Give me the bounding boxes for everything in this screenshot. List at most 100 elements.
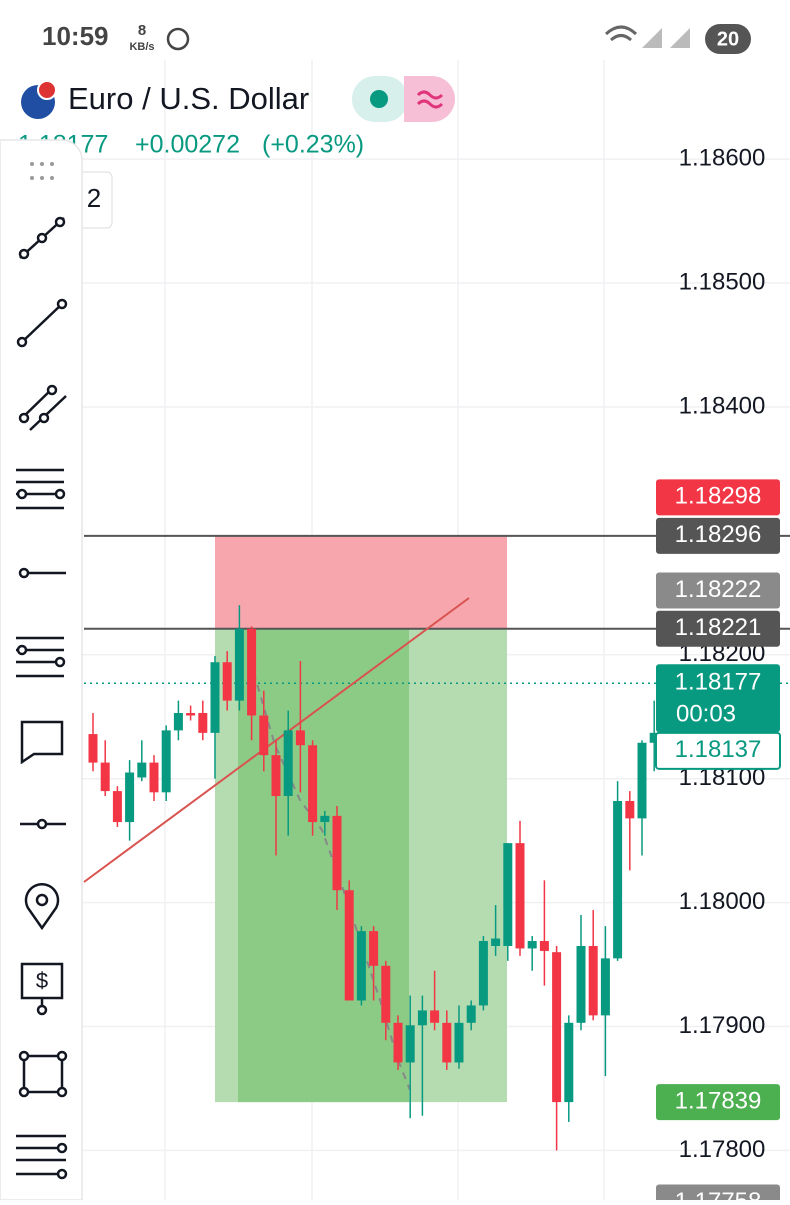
price-badge-label: 1.18296 [675,521,762,548]
trend-line-tool[interactable] [36,232,48,244]
trend-line-tool[interactable] [54,216,66,228]
lines-tool[interactable] [16,1134,66,1176]
price-badge [655,731,781,770]
trend-line-tool[interactable] [18,216,66,260]
stop-zone [215,535,507,629]
candle-body [295,730,305,746]
pin-tool[interactable] [35,893,49,907]
delay-badge[interactable] [404,76,455,122]
lines-tool[interactable] [56,1168,68,1180]
fb-icon [166,27,190,51]
rectangle-tool[interactable] [56,1050,68,1062]
symbol-name[interactable]: Euro / U.S. Dollar [68,81,309,116]
price-line-tool[interactable] [20,818,66,830]
rectangle-tool[interactable] [18,1050,30,1062]
horizontal-ray-tool[interactable] [18,567,30,579]
toolbar-panel [0,139,83,1201]
fib-channel-tool[interactable] [16,636,64,678]
fib-tool[interactable] [16,468,64,510]
price-line-tool[interactable] [36,818,48,830]
candle-body [417,1010,427,1026]
net-unit: KB/s [129,41,154,53]
candle-body [430,1010,440,1023]
clock: 10:59 [42,21,109,51]
price-badge [656,664,780,733]
lines-tool[interactable] [16,1134,68,1180]
status-bar: 10:59 8 KB/s 20 [42,21,751,54]
candle-body [478,941,488,1006]
wifi-icon [604,25,638,42]
fib-tool[interactable] [54,488,66,500]
ray-tool[interactable] [56,298,68,310]
trend-line-tool[interactable] [18,248,30,260]
callout-tool[interactable] [20,720,64,765]
rectangle-tool[interactable] [22,1054,64,1094]
rectangle-tool[interactable] [56,1086,68,1098]
rectangle-tool[interactable] [18,1050,68,1098]
candle-body [405,1025,415,1063]
candle-body [137,762,147,778]
delay-icon [416,90,444,109]
candle-body [503,843,513,946]
candle-body [637,742,647,819]
candle-body [466,1005,476,1023]
price-note-tool[interactable]: $ [20,962,64,1016]
net-speed: 8 [138,22,146,39]
price-badge [656,517,780,554]
callout-tool[interactable] [20,720,64,765]
candle-body [527,941,537,949]
ray-tool[interactable] [16,298,68,348]
horizontal-ray-tool[interactable] [18,567,66,579]
pin-tool[interactable] [24,883,60,931]
candle-body [247,628,257,716]
candle-body [332,815,342,891]
price-badge-label: 1.18137 [675,736,762,763]
price-badge [656,479,780,516]
fib-channel-tool[interactable] [54,656,66,668]
y-tick-label: 1.18500 [679,268,766,295]
toolbar-handle[interactable] [30,176,34,180]
toolbar-handle[interactable] [30,162,54,180]
fib-tool[interactable] [16,488,28,500]
fib-channel-tool[interactable] [16,644,28,656]
parallel-channel-tool[interactable] [18,412,30,424]
candle-body [320,815,330,823]
price-badge-label: 1.18222 [675,576,762,603]
price-badge [656,610,780,647]
rectangle-tool[interactable] [18,1086,30,1098]
candle-body [161,730,171,793]
price-change-percent: (+0.23%) [262,131,364,159]
signal-icon [642,28,690,48]
price-badge-label: 1.18177 [675,669,762,696]
price-badge-label: 1.18221 [675,614,762,641]
battery-level: 20 [717,28,739,50]
chart: 1.186001.185001.184001.182001.181001.180… [0,60,790,1205]
toolbar-handle[interactable] [50,162,54,166]
price-change: +0.00272 [135,131,240,159]
toolbar-handle[interactable] [40,162,44,166]
price-note-tool[interactable]: $ [36,968,48,993]
parallel-channel-tool[interactable] [18,384,67,431]
candle-body [271,755,281,797]
toolbar-handle[interactable] [30,162,34,166]
toolbar-handle[interactable] [50,176,54,180]
ray-tool[interactable] [16,336,28,348]
fib-channel-tool[interactable] [16,636,66,678]
lines-tool[interactable] [56,1142,68,1154]
candle-body [149,762,159,793]
toolbar-handle[interactable] [40,176,44,180]
parallel-channel-tool[interactable] [38,412,50,424]
price-note-tool[interactable] [36,1004,48,1016]
candle-body [308,745,318,823]
candle-body [539,941,549,951]
header: Euro / U.S. Dollar 1.18177 +0.00272 (+0.… [18,76,455,229]
candle-body [125,772,135,823]
fib-tool[interactable] [16,468,66,510]
interval[interactable]: 2 [87,183,101,213]
y-tick-label: 1.17900 [679,1012,766,1039]
parallel-channel-tool[interactable] [46,384,58,396]
ray-tool[interactable] [21,303,63,343]
pin-tool[interactable] [24,883,60,931]
candle-body [588,945,598,1016]
battery [705,24,751,54]
